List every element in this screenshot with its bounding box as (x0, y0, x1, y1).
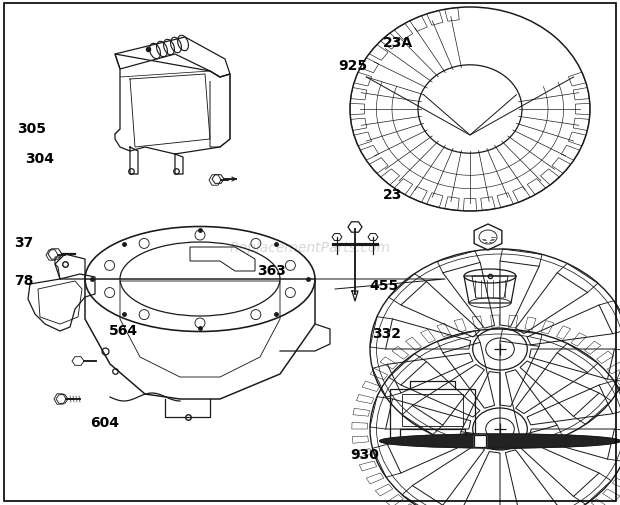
Text: 930: 930 (350, 447, 379, 462)
Bar (402, 394, 463, 426)
Text: 305: 305 (17, 122, 46, 136)
Text: 78: 78 (14, 273, 33, 287)
Text: 23A: 23A (383, 36, 413, 50)
Text: ReplacementParts.com: ReplacementParts.com (229, 240, 391, 255)
Text: 37: 37 (14, 235, 33, 249)
Ellipse shape (379, 434, 620, 448)
Text: 332: 332 (372, 326, 401, 340)
Text: 455: 455 (369, 278, 398, 292)
Text: 604: 604 (90, 415, 119, 429)
Text: 363: 363 (257, 263, 286, 277)
Text: 564: 564 (108, 324, 138, 338)
Text: 23: 23 (383, 187, 402, 201)
Text: 925: 925 (338, 59, 367, 73)
Text: 304: 304 (25, 152, 54, 166)
